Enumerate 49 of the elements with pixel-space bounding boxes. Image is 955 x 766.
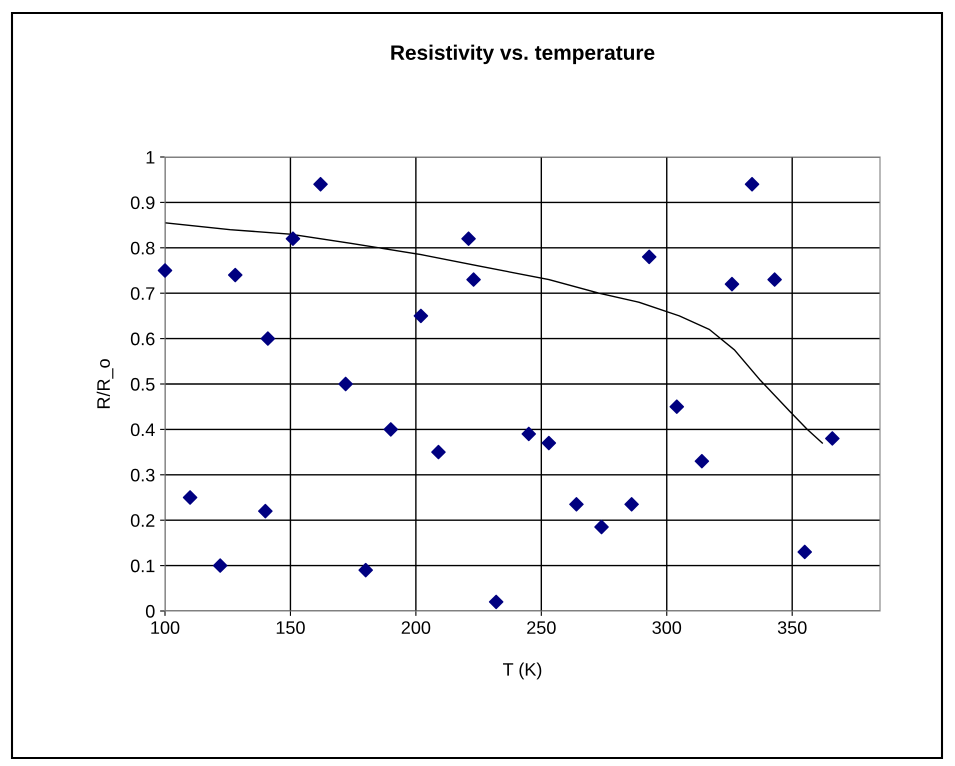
y-tick-label: 0.6 <box>130 332 154 346</box>
point <box>694 454 710 468</box>
point <box>182 490 198 505</box>
point <box>767 272 782 287</box>
y-axis-title: R/R_o <box>96 359 114 408</box>
y-tick-label: 0 <box>146 604 155 618</box>
point <box>228 268 243 282</box>
point <box>431 444 446 460</box>
x-tick-label: 300 <box>652 621 682 634</box>
point <box>338 376 353 392</box>
point <box>488 594 504 610</box>
y-tick-label: 0.7 <box>130 287 154 300</box>
chart-title: Resistivity vs. temperature <box>391 44 654 64</box>
x-tick-label: 150 <box>276 621 305 634</box>
y-tick-label: 0.2 <box>130 514 154 527</box>
x-tick-label: 100 <box>151 621 180 634</box>
point <box>212 558 228 573</box>
y-tick-label: 0.8 <box>130 242 154 255</box>
point <box>313 176 328 192</box>
point <box>461 231 476 246</box>
point <box>384 422 398 437</box>
point <box>825 431 840 446</box>
point <box>466 272 481 287</box>
point <box>642 250 656 264</box>
y-tick-label: 0.3 <box>130 468 154 482</box>
point <box>358 562 373 578</box>
point <box>594 520 609 534</box>
point <box>797 544 812 560</box>
point <box>569 497 584 512</box>
x-tick-label: 250 <box>527 621 556 634</box>
point <box>158 263 172 278</box>
x-tick-label: 200 <box>402 621 430 634</box>
point <box>260 331 276 346</box>
y-tick-label: 1 <box>146 151 154 164</box>
point <box>624 497 639 512</box>
point <box>670 399 684 414</box>
x-axis-title: T (K) <box>503 662 542 680</box>
y-tick-label: 0.1 <box>130 560 154 572</box>
y-tick-label: 0.4 <box>130 423 155 436</box>
y-tick-label: 0.9 <box>130 196 154 210</box>
point <box>542 436 556 450</box>
point <box>286 231 300 246</box>
point <box>521 426 536 442</box>
point <box>744 176 760 192</box>
point <box>258 504 273 518</box>
point <box>724 276 740 292</box>
point <box>414 308 428 324</box>
y-tick-label: 0.5 <box>130 378 155 391</box>
x-tick-label: 350 <box>778 621 807 634</box>
